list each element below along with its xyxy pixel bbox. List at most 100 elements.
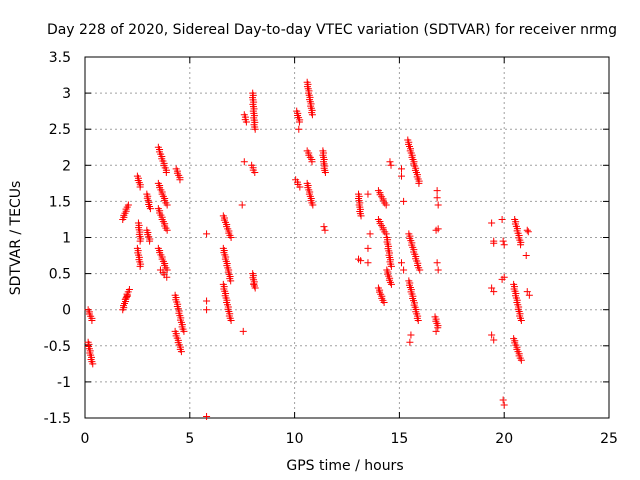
data-point — [308, 111, 316, 119]
data-point — [517, 241, 525, 249]
data-point — [88, 317, 96, 325]
data-point — [176, 176, 184, 184]
data-point — [250, 280, 258, 288]
data-point — [386, 158, 394, 166]
data-point — [434, 201, 442, 209]
data-point — [136, 183, 144, 191]
data-point — [499, 396, 507, 404]
data-point — [251, 284, 259, 292]
data-point — [296, 183, 304, 191]
y-tick-label: 3.5 — [49, 50, 71, 66]
data-point — [366, 230, 374, 238]
data-point — [382, 201, 390, 209]
y-tick-label: 1.5 — [49, 194, 71, 210]
data-point — [321, 169, 329, 177]
data-point — [490, 288, 498, 296]
data-point — [239, 327, 247, 335]
data-point — [227, 277, 235, 285]
data-point — [364, 259, 372, 267]
data-point — [488, 219, 496, 227]
data-point — [136, 262, 144, 270]
y-tick-label: 0 — [62, 303, 71, 319]
data-point — [498, 215, 506, 223]
y-tick-label: 3 — [62, 86, 71, 102]
data-point — [295, 118, 303, 126]
data-point — [240, 158, 248, 166]
data-point — [163, 266, 171, 274]
data-point — [203, 413, 211, 421]
data-point — [488, 331, 496, 339]
data-point — [89, 360, 97, 368]
x-tick-label: 5 — [185, 431, 194, 447]
data-point — [320, 223, 328, 231]
x-tick-label: 10 — [286, 431, 304, 447]
y-axis-label: SDTVAR / TECUs — [8, 181, 24, 296]
data-point — [163, 201, 171, 209]
data-point — [203, 297, 211, 305]
data-point — [523, 288, 531, 296]
data-point — [416, 266, 424, 274]
data-point — [382, 230, 390, 238]
data-point — [136, 237, 144, 245]
data-point — [523, 226, 531, 234]
data-point — [500, 273, 508, 281]
chart-title: Day 228 of 2020, Sidereal Day-to-day VTE… — [47, 22, 617, 38]
data-point — [397, 259, 405, 267]
data-point — [500, 241, 508, 249]
x-axis-label: GPS time / hours — [286, 458, 403, 474]
data-point — [432, 327, 440, 335]
data-point — [227, 234, 235, 241]
data-point — [397, 172, 405, 180]
grid-lines — [85, 57, 609, 418]
data-point — [364, 190, 372, 198]
data-point — [124, 201, 132, 209]
y-tick-label: 1 — [62, 231, 71, 247]
data-point — [227, 317, 235, 325]
data-point — [433, 187, 441, 195]
data-point — [500, 401, 508, 409]
axis-ticks — [84, 56, 610, 419]
data-point — [400, 266, 408, 274]
data-point — [180, 327, 188, 335]
data-point — [434, 225, 442, 233]
data-point — [397, 165, 405, 173]
data-point — [400, 197, 408, 205]
data-markers — [84, 78, 533, 421]
data-point — [525, 291, 533, 299]
x-tick-label: 20 — [495, 431, 513, 447]
x-tick-label: 0 — [81, 431, 90, 447]
y-tick-label: 2 — [62, 158, 71, 174]
data-point — [203, 230, 211, 238]
y-tick-label: 2.5 — [49, 122, 71, 138]
data-point — [162, 169, 170, 177]
data-point — [414, 317, 422, 325]
data-point — [387, 161, 395, 169]
data-point — [238, 201, 246, 209]
data-point — [146, 205, 154, 213]
x-tick-label: 25 — [600, 431, 618, 447]
y-tick-label: -1 — [57, 375, 71, 391]
x-tick-label: 15 — [390, 431, 408, 447]
data-point — [406, 338, 414, 346]
x-tick-labels: 0 5 10 15 20 25 — [81, 431, 618, 447]
data-point — [125, 285, 133, 293]
y-tick-label: 0.5 — [49, 267, 71, 283]
data-point — [357, 257, 365, 265]
data-point — [407, 331, 415, 339]
data-point — [251, 125, 259, 133]
y-tick-label: -0.5 — [44, 339, 71, 355]
data-point — [251, 169, 259, 177]
data-point — [321, 226, 329, 234]
data-point — [364, 244, 372, 252]
data-point — [490, 336, 498, 344]
data-point — [357, 212, 365, 220]
data-point — [517, 317, 525, 325]
data-point — [415, 179, 423, 187]
data-point — [434, 324, 442, 332]
data-point — [308, 158, 316, 166]
data-point — [488, 284, 496, 292]
data-point — [387, 280, 395, 288]
data-point — [433, 259, 441, 267]
data-point — [517, 356, 525, 364]
data-point — [380, 298, 388, 306]
